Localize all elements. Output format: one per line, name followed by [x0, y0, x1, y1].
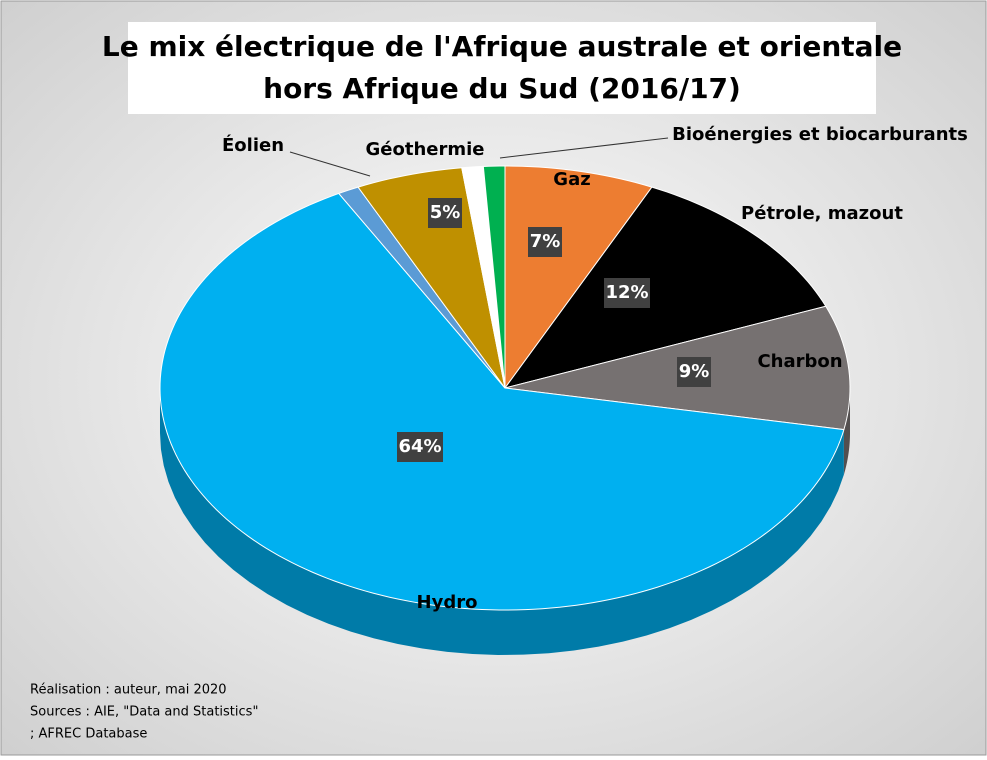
note: Réalisation : auteur, mai 2020 [30, 683, 227, 698]
slice [482, 165, 506, 389]
category-label: Charbon [757, 351, 842, 372]
value-label: 12% [605, 282, 648, 303]
slice [357, 167, 506, 389]
value-label: 64% [398, 436, 441, 457]
leader-line [499, 137, 669, 159]
slice-side [160, 388, 844, 655]
chart-title: hors Afrique du Sud (2016/17) [263, 72, 741, 105]
value-label-box [677, 357, 711, 387]
value-label-box [604, 278, 650, 308]
chart-title: Le mix électrique de l'Afrique australe … [102, 30, 902, 63]
value-label: 5% [430, 202, 461, 223]
note: ; AFREC Database [30, 727, 147, 742]
slice [503, 186, 827, 389]
value-label: 9% [679, 361, 710, 382]
note: Sources : AIE, "Data and Statistics" [30, 705, 258, 720]
category-label: Bioénergies et biocarburants [672, 124, 968, 145]
value-label-box [428, 198, 462, 228]
category-label: Hydro [417, 592, 478, 613]
leader-line [289, 151, 371, 177]
category-label: Gaz [553, 169, 590, 190]
title-box [128, 22, 876, 114]
category-label: Géothermie [366, 139, 485, 160]
value-label-box [528, 227, 562, 257]
category-label: Pétrole, mazout [741, 203, 903, 224]
value-label: 7% [530, 231, 561, 252]
slice [159, 192, 845, 611]
slice [504, 165, 653, 390]
category-label: Éolien [222, 134, 284, 156]
value-label-box [397, 432, 443, 462]
